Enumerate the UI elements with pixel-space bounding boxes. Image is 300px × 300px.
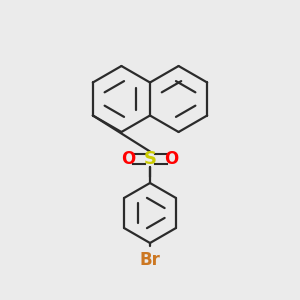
Text: S: S [143,150,157,168]
Text: Br: Br [140,251,160,269]
Text: O: O [121,150,136,168]
Text: O: O [164,150,179,168]
